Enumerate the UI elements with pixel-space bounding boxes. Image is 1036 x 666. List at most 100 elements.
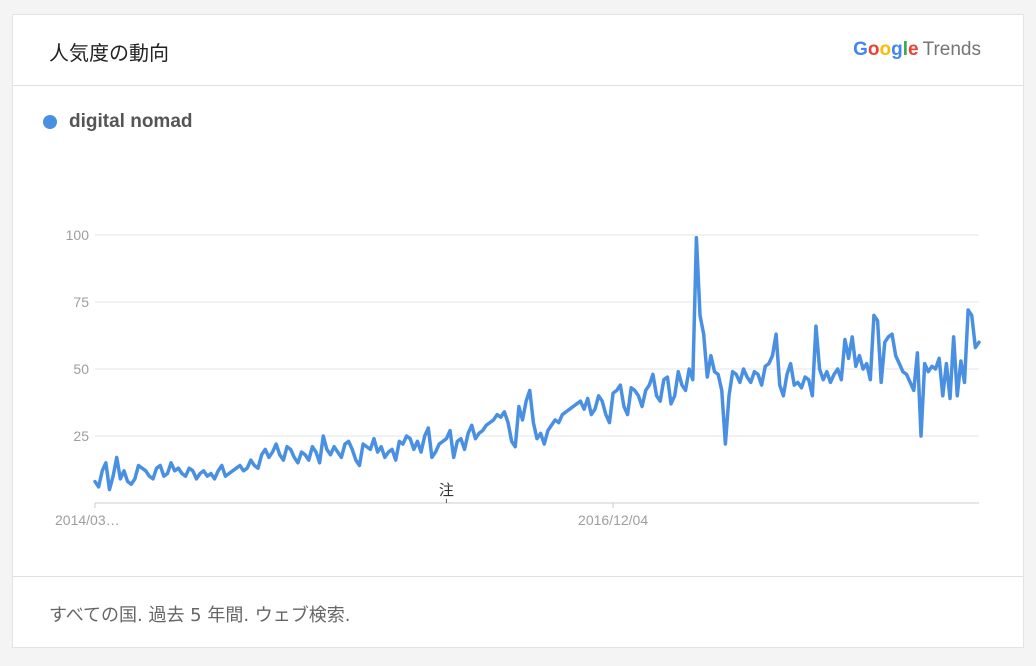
data-point — [847, 357, 850, 360]
data-point — [133, 477, 136, 480]
data-point — [467, 432, 470, 435]
data-point — [880, 381, 883, 384]
data-point — [499, 416, 502, 419]
data-point — [550, 424, 553, 427]
data-point — [641, 405, 644, 408]
data-point — [278, 453, 281, 456]
data-point — [807, 378, 810, 381]
data-point — [268, 456, 271, 459]
data-point — [753, 370, 756, 373]
series-line-digital-nomad — [93, 235, 981, 492]
data-point — [713, 370, 716, 373]
data-point — [507, 421, 510, 424]
data-point — [514, 445, 517, 448]
logo-letter: G — [853, 39, 868, 60]
data-point — [604, 413, 607, 416]
data-point — [97, 486, 100, 489]
data-point — [391, 448, 394, 451]
data-point — [597, 394, 600, 397]
data-point — [557, 421, 560, 424]
data-point — [543, 443, 546, 446]
data-point — [235, 467, 238, 470]
data-point — [956, 394, 959, 397]
data-point — [670, 402, 673, 405]
data-point — [742, 368, 745, 371]
data-point — [123, 469, 126, 472]
card-title: 人気度の動向 — [49, 41, 169, 65]
data-point — [851, 335, 854, 338]
data-point — [304, 453, 307, 456]
data-point — [931, 365, 934, 368]
google-trends-logo[interactable]: Google Trends — [853, 39, 981, 61]
legend-dot — [43, 115, 57, 129]
data-point — [695, 236, 698, 239]
y-tick-label: 25 — [73, 428, 89, 444]
data-point — [608, 421, 611, 424]
x-tick-label: 2016/12/04 — [578, 512, 648, 528]
data-point — [546, 429, 549, 432]
data-point — [786, 373, 789, 376]
data-point — [184, 475, 187, 478]
data-point — [959, 360, 962, 363]
data-point — [369, 448, 372, 451]
data-point — [159, 464, 162, 467]
data-point — [829, 381, 832, 384]
data-point — [307, 459, 310, 462]
data-point — [652, 373, 655, 376]
data-point — [275, 443, 278, 446]
data-point — [923, 362, 926, 365]
data-point — [104, 461, 107, 464]
interest-over-time-chart[interactable]: 25 50 75 100 2014/03… 2016/12/04 注 — [13, 95, 1023, 545]
data-point — [601, 400, 604, 403]
data-point — [771, 354, 774, 357]
data-point — [311, 445, 314, 448]
data-point — [586, 397, 589, 400]
data-point — [673, 394, 676, 397]
data-point — [793, 384, 796, 387]
data-point — [949, 397, 952, 400]
data-point — [286, 445, 289, 448]
data-point — [170, 461, 173, 464]
data-point — [398, 440, 401, 443]
data-point — [199, 472, 202, 475]
data-point — [460, 437, 463, 440]
logo-letter: g — [891, 39, 903, 60]
data-point — [351, 448, 354, 451]
data-point — [380, 445, 383, 448]
data-point — [691, 378, 694, 381]
data-point — [536, 437, 539, 440]
data-point — [420, 451, 423, 454]
legend-label: digital nomad — [69, 111, 193, 132]
logo-letter: o — [879, 39, 892, 60]
data-point — [249, 459, 252, 462]
data-point — [615, 389, 618, 392]
data-point — [402, 443, 405, 446]
data-point — [423, 435, 426, 438]
data-point — [416, 440, 419, 443]
data-point — [296, 461, 299, 464]
data-point — [333, 445, 336, 448]
data-point — [217, 469, 220, 472]
data-point — [633, 389, 636, 392]
data-point — [470, 424, 473, 427]
data-point — [648, 384, 651, 387]
data-point — [264, 448, 267, 451]
data-point — [539, 432, 542, 435]
data-point — [728, 394, 731, 397]
data-point — [746, 376, 749, 379]
data-point — [902, 370, 905, 373]
data-point — [231, 469, 234, 472]
data-point — [496, 413, 499, 416]
data-point — [300, 451, 303, 454]
data-point — [373, 437, 376, 440]
data-point — [938, 357, 941, 360]
data-point — [412, 448, 415, 451]
data-point — [329, 453, 332, 456]
data-point — [916, 352, 919, 355]
data-point — [224, 475, 227, 478]
data-point — [478, 432, 481, 435]
data-point — [978, 341, 981, 344]
data-point — [195, 477, 198, 480]
data-point — [952, 335, 955, 338]
data-point — [260, 453, 263, 456]
